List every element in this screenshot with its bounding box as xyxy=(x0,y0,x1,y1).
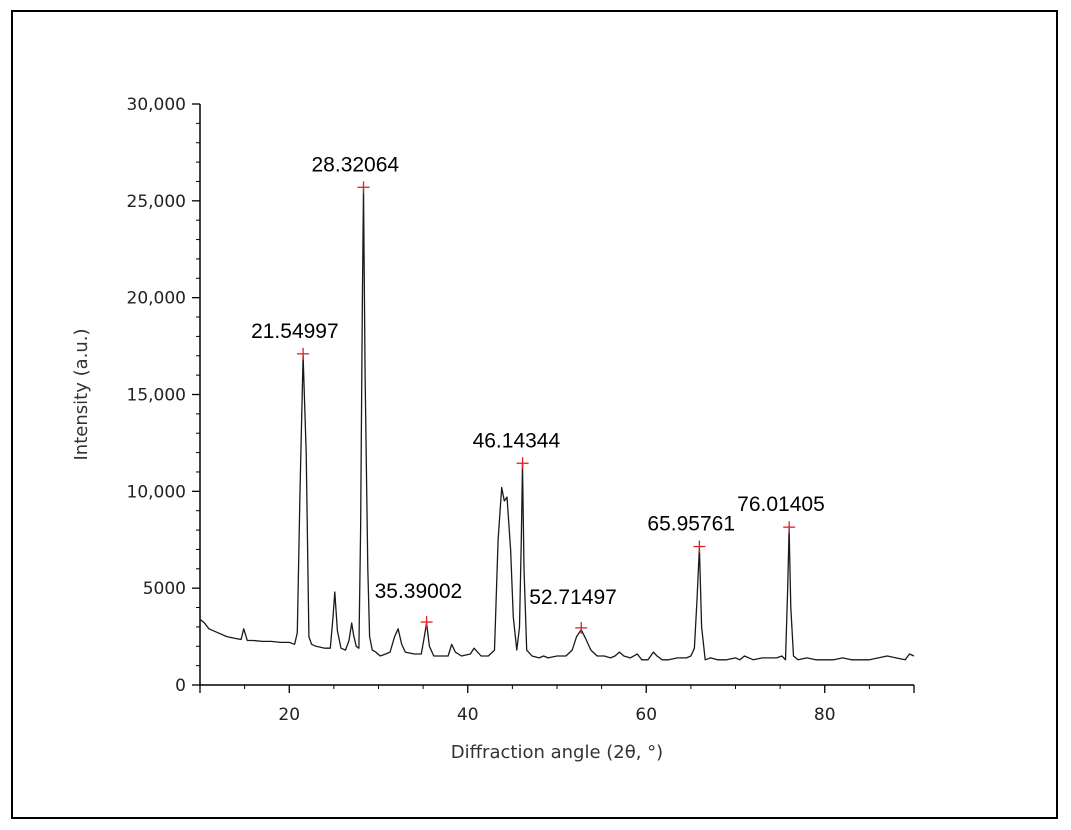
peak-marker xyxy=(783,521,796,534)
peak-marker xyxy=(693,540,706,553)
peak-annotations: 21.54997 28.32064 35.39002 46.14344 52.71497… xyxy=(251,153,825,634)
peak-label: 35.39002 xyxy=(375,580,463,603)
x-tick-label: 80 xyxy=(814,705,836,725)
y-tick-label: 20,000 xyxy=(127,289,186,309)
figure-frame xyxy=(11,10,1058,819)
series-line xyxy=(199,188,915,661)
chart-axes: 0 5000 10,000 15,000 20,000 25,000 30,000 20 40 6… xyxy=(127,95,915,725)
peak-marker xyxy=(297,347,310,360)
peak-label: 65.95761 xyxy=(647,513,735,536)
y-axis-label: Intensity (a.u.) xyxy=(71,329,92,461)
peak-marker xyxy=(357,181,370,194)
x-tick-label: 60 xyxy=(635,705,657,725)
peak-label: 28.32064 xyxy=(312,153,400,176)
y-tick-label: 25,000 xyxy=(127,192,186,212)
peak-label: 21.54997 xyxy=(251,320,339,343)
peak-label: 46.14344 xyxy=(473,429,561,452)
x-axis-label: Diffraction angle (2θ, °) xyxy=(451,742,663,763)
y-tick-label: 10,000 xyxy=(127,482,186,502)
x-tick-label: 40 xyxy=(457,705,479,725)
peak-marker xyxy=(575,621,588,634)
y-tick-label: 15,000 xyxy=(127,386,186,406)
peak-marker xyxy=(420,616,433,629)
peak-label: 52.71497 xyxy=(529,586,617,609)
y-tick-label: 5000 xyxy=(143,579,186,599)
peak-marker xyxy=(516,457,529,470)
peak-label: 76.01405 xyxy=(737,493,825,516)
x-tick-label: 20 xyxy=(278,705,300,725)
y-tick-label: 0 xyxy=(175,676,186,696)
y-tick-label: 30,000 xyxy=(127,95,186,115)
diffraction-curve xyxy=(199,188,915,661)
